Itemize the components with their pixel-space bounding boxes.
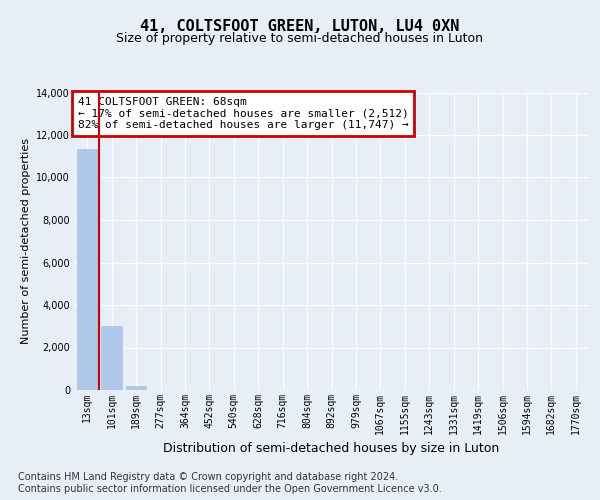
Text: Contains HM Land Registry data © Crown copyright and database right 2024.: Contains HM Land Registry data © Crown c…: [18, 472, 398, 482]
Text: Size of property relative to semi-detached houses in Luton: Size of property relative to semi-detach…: [116, 32, 484, 45]
Text: Contains public sector information licensed under the Open Government Licence v3: Contains public sector information licen…: [18, 484, 442, 494]
Y-axis label: Number of semi-detached properties: Number of semi-detached properties: [21, 138, 31, 344]
Text: 41 COLTSFOOT GREEN: 68sqm
← 17% of semi-detached houses are smaller (2,512)
82% : 41 COLTSFOOT GREEN: 68sqm ← 17% of semi-…: [77, 97, 409, 130]
Bar: [125, 386, 146, 390]
Bar: [77, 149, 98, 390]
Text: 41, COLTSFOOT GREEN, LUTON, LU4 0XN: 41, COLTSFOOT GREEN, LUTON, LU4 0XN: [140, 19, 460, 34]
Bar: [101, 326, 122, 390]
X-axis label: Distribution of semi-detached houses by size in Luton: Distribution of semi-detached houses by …: [163, 442, 500, 455]
